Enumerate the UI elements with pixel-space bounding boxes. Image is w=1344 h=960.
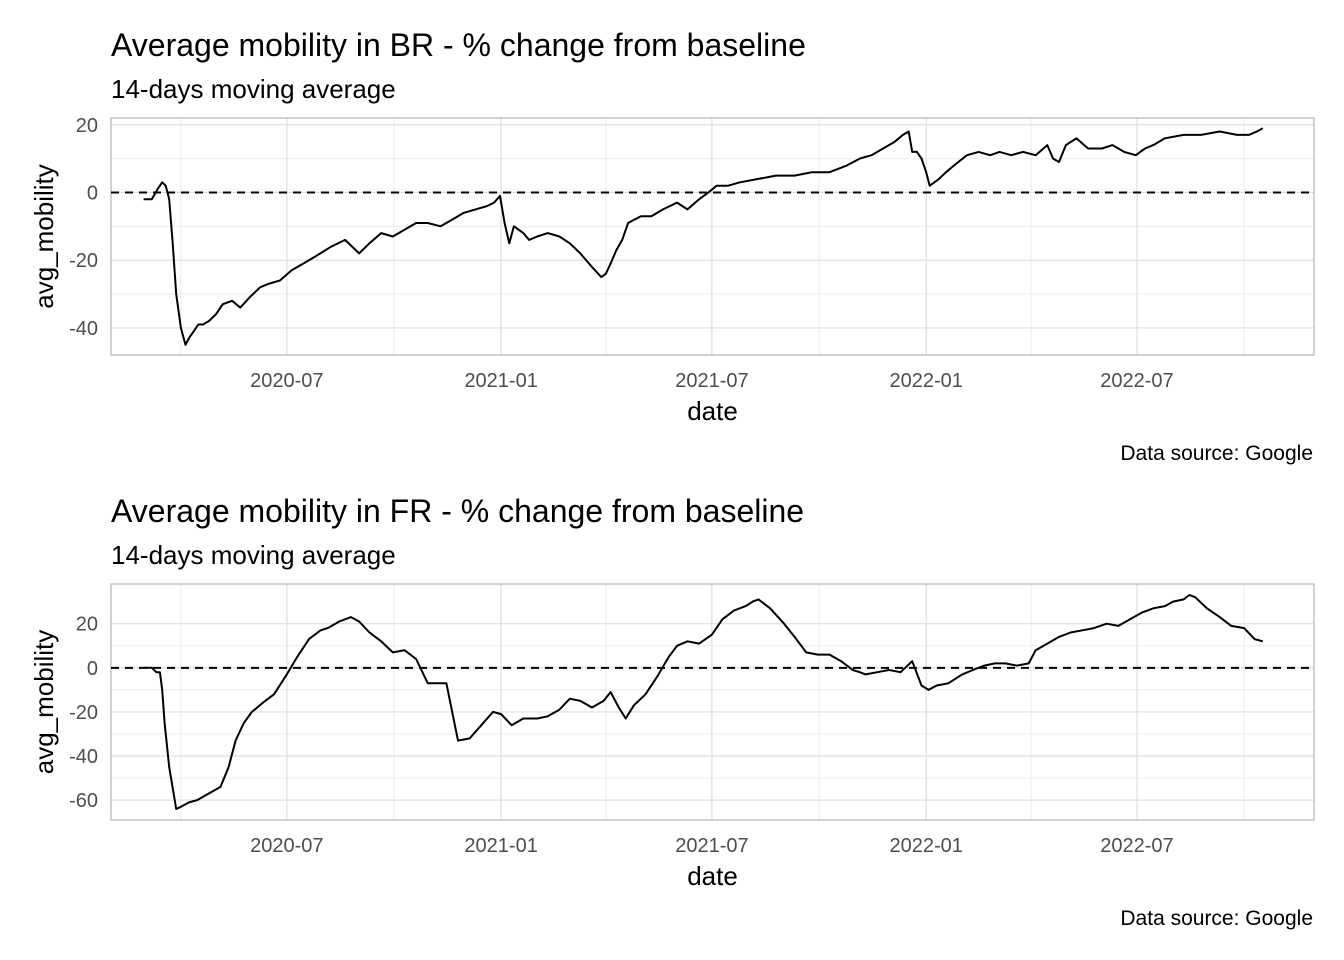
- x-tick-label: 2022-01: [889, 835, 962, 857]
- y-tick-label: -60: [69, 790, 98, 812]
- grid: [111, 584, 1314, 820]
- y-tick-label: -20: [69, 250, 98, 272]
- chart-subtitle: 14-days moving average: [111, 74, 396, 104]
- chart-caption: Data source: Google: [1120, 442, 1313, 465]
- y-tick-label: 0: [87, 658, 98, 680]
- y-axis-title: avg_mobility: [29, 164, 59, 309]
- x-tick-label: 2020-07: [250, 835, 323, 857]
- x-axis-title: date: [687, 396, 738, 426]
- x-tick-label: 2021-01: [464, 370, 537, 392]
- x-tick-label: 2022-01: [889, 370, 962, 392]
- x-tick-label: 2021-07: [675, 835, 748, 857]
- series-line: [143, 127, 1264, 346]
- x-tick-label: 2022-07: [1100, 835, 1173, 857]
- y-tick-label: -40: [69, 746, 98, 768]
- x-tick-label: 2020-07: [250, 370, 323, 392]
- x-tick-label: 2021-01: [464, 835, 537, 857]
- y-tick-label: 20: [76, 115, 98, 137]
- y-tick-label: 0: [87, 182, 98, 204]
- chart-title: Average mobility in FR - % change from b…: [111, 493, 804, 529]
- x-axis-title: date: [687, 861, 738, 891]
- chart-caption: Data source: Google: [1120, 907, 1313, 930]
- x-tick-label: 2021-07: [675, 370, 748, 392]
- chart-subtitle: 14-days moving average: [111, 540, 396, 570]
- panel-border: [110, 583, 1315, 821]
- y-tick-label: 20: [76, 614, 98, 636]
- x-tick-label: 2022-07: [1100, 370, 1173, 392]
- y-tick-label: -40: [69, 318, 98, 340]
- y-tick-label: -20: [69, 702, 98, 724]
- chart-panel-br: Average mobility in BR - % change from b…: [29, 27, 1315, 465]
- y-axis-title: avg_mobility: [29, 630, 59, 775]
- series-line: [143, 594, 1264, 810]
- grid: [111, 118, 1314, 355]
- chart-panel-fr: Average mobility in FR - % change from b…: [29, 493, 1315, 930]
- panel-border: [110, 117, 1315, 356]
- chart-title: Average mobility in BR - % change from b…: [111, 27, 806, 63]
